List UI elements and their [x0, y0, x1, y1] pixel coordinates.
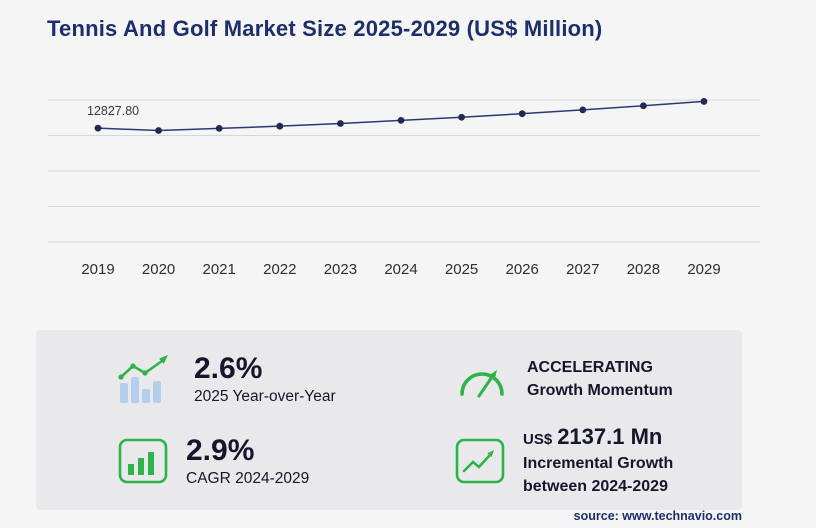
- data-point: [215, 125, 223, 132]
- data-point: [700, 98, 708, 105]
- x-axis-label: 2025: [445, 261, 478, 278]
- incremental-line1: Incremental Growth: [523, 455, 674, 472]
- x-axis-label: 2029: [687, 261, 720, 278]
- momentum-line1: ACCELERATING: [527, 358, 653, 376]
- stats-panel: 2.6% 2025 Year-over-Year ACCELERATING Gr…: [36, 330, 742, 510]
- data-point: [579, 106, 587, 114]
- page-title: Tennis And Golf Market Size 2025-2029 (U…: [47, 16, 603, 41]
- cagr-stat-card: 2.9% CAGR 2024-2029: [36, 420, 389, 502]
- data-point: [397, 116, 405, 124]
- framed-bar-chart-icon: [118, 438, 168, 484]
- cagr-label-range: 2024-2029: [235, 470, 310, 487]
- first-point-label: 12827.80: [87, 104, 139, 118]
- incremental-value: 2137.1 Mn: [557, 423, 663, 449]
- incremental-stat-card: US$ 2137.1 Mn Incremental Growth between …: [389, 420, 742, 502]
- cagr-label: CAGR 2024-2029: [186, 470, 309, 488]
- cagr-label-prefix: CAGR: [186, 470, 231, 487]
- x-axis-label: 2027: [566, 261, 599, 278]
- data-point: [337, 120, 344, 127]
- chart-area: 12827.80 2019 2020 2021 2022 2023 2024 2025 2026…: [48, 86, 760, 286]
- data-point: [458, 113, 465, 121]
- market-line-chart: 12827.80 2019 2020 2021 2022 2023 2024 2025 2026…: [48, 98, 760, 278]
- x-axis-label: 2024: [384, 261, 417, 278]
- yoy-stat-card: 2.6% 2025 Year-over-Year: [36, 338, 389, 420]
- x-axis-label: 2019: [81, 261, 114, 278]
- incremental-line2: between 2024-2029: [523, 478, 668, 496]
- incremental-currency: US$: [523, 430, 553, 448]
- speedometer-gauge-icon: [455, 356, 509, 402]
- x-axis-label: 2021: [203, 261, 236, 278]
- yoy-text: 2.6% 2025 Year-over-Year: [194, 352, 336, 406]
- x-axis-label: 2023: [324, 261, 357, 278]
- data-point: [518, 110, 526, 118]
- yoy-value: 2.6%: [194, 352, 263, 385]
- x-axis-label: 2022: [263, 261, 296, 278]
- x-axis-label: 2020: [142, 261, 175, 278]
- cagr-text: 2.9% CAGR 2024-2029: [186, 434, 309, 488]
- incremental-text: US$ 2137.1 Mn Incremental Growth between …: [523, 424, 673, 499]
- data-point: [640, 102, 647, 110]
- framed-trend-arrow-icon: [455, 438, 505, 484]
- cagr-value: 2.9%: [186, 434, 255, 467]
- source-attribution: source: www.technavio.com: [573, 509, 742, 523]
- momentum-text: ACCELERATING Growth Momentum: [527, 356, 673, 402]
- incremental-value-row: US$ 2137.1 Mn: [523, 424, 673, 450]
- data-point: [94, 124, 102, 132]
- market-size-line: [97, 100, 705, 132]
- momentum-stat-card: ACCELERATING Growth Momentum: [389, 338, 742, 420]
- yoy-label: 2025 Year-over-Year: [194, 388, 336, 405]
- data-point: [276, 122, 284, 130]
- data-point: [155, 127, 162, 134]
- x-axis-label: 2026: [506, 261, 539, 278]
- x-axis-label: 2028: [627, 261, 660, 278]
- momentum-line2: Growth Momentum: [527, 382, 673, 399]
- bar-chart-up-arrow-icon: [118, 353, 176, 405]
